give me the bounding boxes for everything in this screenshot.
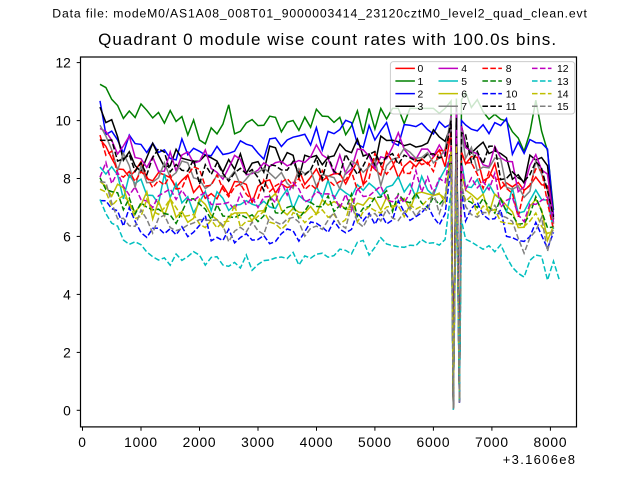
svg-text:0: 0 [78, 435, 86, 450]
svg-text:4: 4 [461, 64, 467, 75]
svg-text:15: 15 [557, 102, 569, 113]
svg-text:0: 0 [63, 403, 71, 418]
svg-text:8: 8 [506, 64, 512, 75]
svg-text:Quadrant 0 module wise count r: Quadrant 0 module wise count rates with … [98, 30, 557, 49]
svg-text:5: 5 [461, 77, 467, 88]
svg-text:12: 12 [55, 56, 70, 71]
svg-text:1: 1 [418, 77, 424, 88]
svg-text:3000: 3000 [241, 435, 275, 450]
svg-text:2000: 2000 [183, 435, 217, 450]
svg-text:2: 2 [63, 345, 71, 360]
svg-text:10: 10 [55, 114, 71, 129]
svg-text:6: 6 [63, 229, 71, 244]
svg-text:0: 0 [418, 64, 424, 75]
svg-text:13: 13 [557, 77, 569, 88]
svg-text:6: 6 [461, 89, 467, 100]
svg-text:5000: 5000 [358, 435, 392, 450]
svg-text:+3.1606e8: +3.1606e8 [503, 452, 577, 467]
svg-text:9: 9 [506, 77, 512, 88]
svg-text:10: 10 [506, 89, 518, 100]
svg-text:2: 2 [418, 89, 424, 100]
svg-text:4000: 4000 [300, 435, 334, 450]
svg-text:6000: 6000 [417, 435, 451, 450]
svg-text:7: 7 [461, 102, 467, 113]
svg-text:11: 11 [506, 102, 517, 113]
svg-text:12: 12 [557, 64, 569, 75]
svg-text:14: 14 [557, 89, 569, 100]
svg-text:4: 4 [63, 287, 71, 302]
svg-text:7000: 7000 [475, 435, 509, 450]
svg-text:8000: 8000 [534, 435, 568, 450]
svg-text:8: 8 [63, 172, 71, 187]
svg-text:1000: 1000 [124, 435, 158, 450]
svg-text:Data file: modeM0/AS1A08_008T0: Data file: modeM0/AS1A08_008T01_90000034… [52, 6, 587, 20]
svg-text:3: 3 [418, 102, 424, 113]
